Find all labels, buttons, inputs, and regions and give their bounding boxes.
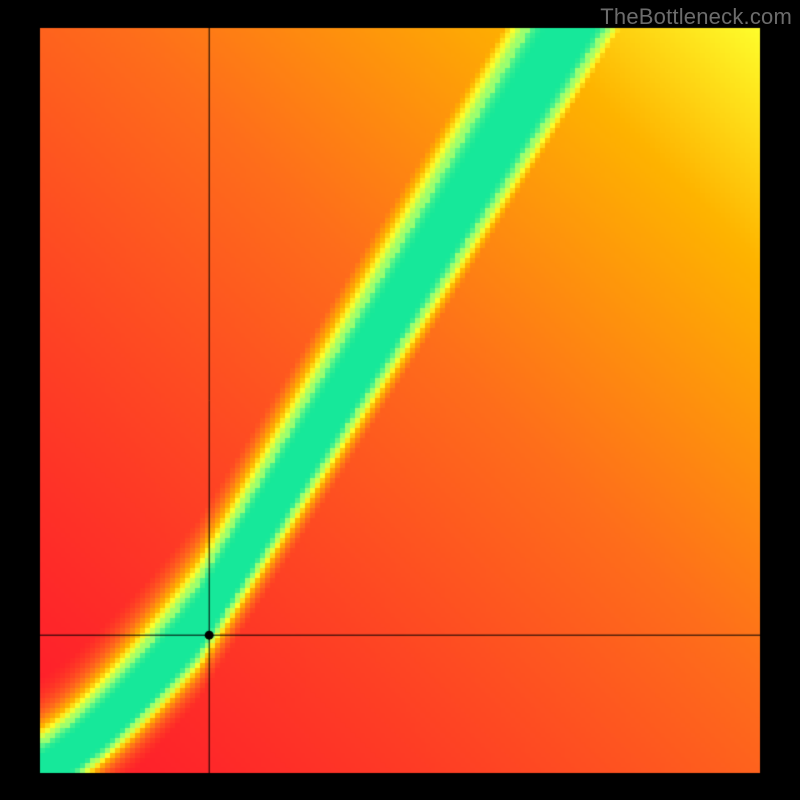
chart-container: { "watermark": { "text": "TheBottleneck.… bbox=[0, 0, 800, 800]
bottleneck-heatmap bbox=[0, 0, 800, 800]
watermark-text: TheBottleneck.com bbox=[600, 4, 792, 30]
